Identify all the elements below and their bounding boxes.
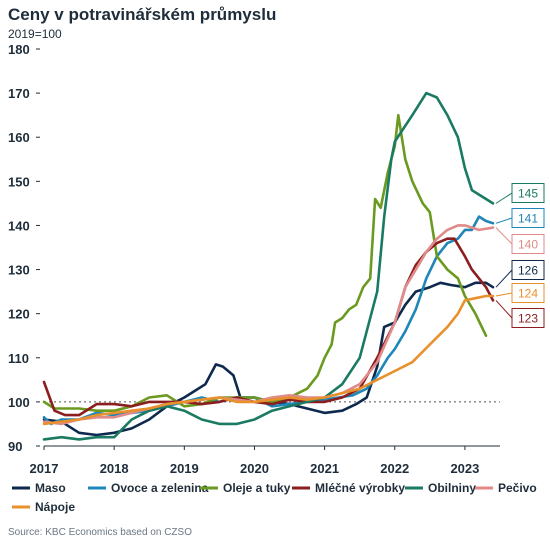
end-label-connector	[495, 269, 513, 288]
series-line-Pečivo	[42, 224, 495, 426]
y-tick-label: 150	[8, 174, 30, 189]
series-line-Ovoce a zelenina	[42, 215, 495, 426]
chart-subtitle: 2019=100	[8, 27, 62, 41]
end-label-box	[511, 234, 545, 254]
x-tick-label: 2022	[380, 461, 409, 476]
end-label-value: 141	[518, 212, 538, 226]
x-tick-label: 2021	[310, 461, 339, 476]
x-tick-label: 2023	[450, 461, 479, 476]
y-tick-label: 130	[8, 263, 30, 278]
y-tick-label: 160	[8, 130, 30, 145]
end-label-value: 124	[518, 287, 538, 301]
end-label-box	[511, 183, 545, 203]
legend-label: Pečivo	[498, 481, 537, 495]
legend-label: Nápoje	[35, 500, 75, 514]
y-tick-label: 120	[8, 307, 30, 322]
end-label-value: 145	[518, 187, 538, 201]
legend-label: Maso	[35, 481, 66, 495]
x-tick-label: 2017	[30, 461, 59, 476]
series-lines	[42, 91, 495, 441]
x-tick-label: 2018	[100, 461, 129, 476]
y-axis: 90 100 110 120 130 140 150 160 170 180	[8, 42, 40, 454]
x-tick-label: 2020	[240, 461, 269, 476]
end-label-box	[511, 283, 545, 303]
end-label-box	[511, 208, 545, 228]
legend-label: Mléčné výrobky	[315, 481, 405, 495]
y-tick-label: 170	[8, 86, 30, 101]
series-line-Nápoje	[42, 294, 495, 426]
y-tick-label: 180	[8, 42, 30, 57]
series-line-Obilniny	[42, 91, 495, 441]
end-label-connector	[495, 300, 513, 319]
x-axis: 2017 2018 2019 2020 2021 2022 2023	[30, 445, 500, 476]
legend-label: Obilniny	[428, 481, 476, 495]
end-label-value: 140	[518, 238, 538, 252]
end-label-box	[511, 260, 545, 280]
series-line-Oleje a tuky	[42, 113, 488, 412]
series-line-Mléčné výrobky	[42, 237, 495, 417]
end-label-connector	[495, 292, 513, 297]
y-tick-label: 100	[8, 395, 30, 410]
legend-label: Oleje a tuky	[223, 481, 291, 495]
end-label-value: 126	[518, 264, 538, 278]
source-note: Source: KBC Economics based on CZSO	[8, 527, 192, 538]
legend-label: Ovoce a zelenina	[111, 481, 209, 495]
end-labels: 126 141 123 145 140 124	[495, 183, 545, 328]
y-tick-label: 90	[8, 439, 22, 454]
legend: Maso Ovoce a zelenina Oleje a tuky Mléčné v…	[12, 481, 537, 514]
x-tick-label: 2019	[170, 461, 199, 476]
end-label-value: 123	[518, 312, 538, 326]
chart-title: Ceny v potravinářském průmyslu	[8, 5, 277, 24]
y-tick-label: 140	[8, 218, 30, 233]
end-label-box	[511, 308, 545, 328]
y-tick-label: 110	[8, 351, 29, 366]
end-label-connector	[495, 227, 513, 245]
end-label-connector	[495, 192, 513, 204]
end-label-connector	[495, 217, 513, 224]
